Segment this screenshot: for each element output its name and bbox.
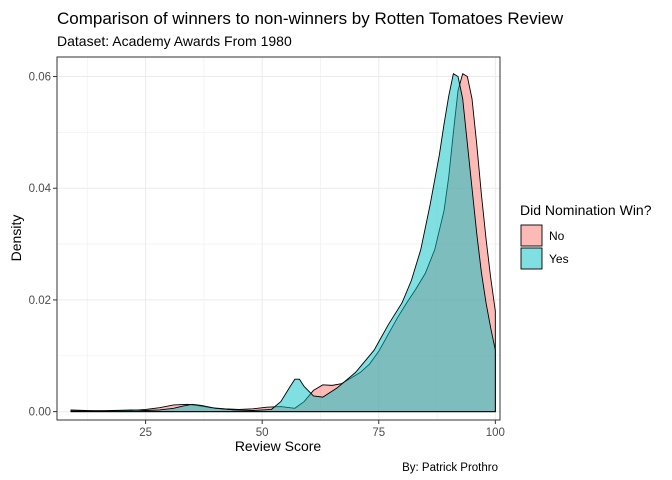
plot-border: [56, 56, 501, 421]
x-tick-label: 25: [139, 427, 152, 439]
x-tick-label: 75: [372, 427, 385, 439]
y-tick-label: 0.06: [29, 72, 51, 84]
y-tick-label: 0.04: [29, 183, 52, 195]
legend-title: Did Nomination Win?: [520, 202, 652, 218]
legend: Did Nomination Win? No Yes: [520, 202, 652, 270]
density-areas: [70, 73, 496, 413]
chart-caption: By: Patrick Prothro: [402, 462, 498, 474]
legend-key-no: [520, 224, 543, 247]
chart-title: Comparison of winners to non-winners by …: [57, 9, 564, 28]
legend-label-no: No: [549, 229, 565, 243]
density-area-yes: [70, 73, 496, 413]
x-tick-label: 50: [256, 427, 269, 439]
legend-label-yes: Yes: [549, 252, 569, 266]
x-axis-title: Review Score: [235, 438, 322, 454]
x-tick-label: 100: [486, 427, 505, 439]
chart-subtitle: Dataset: Academy Awards From 1980: [57, 33, 292, 49]
y-tick-label: 0.02: [29, 295, 51, 307]
y-axis-title: Density: [8, 215, 24, 262]
legend-key-yes: [520, 247, 543, 270]
y-tick-label: 0.00: [29, 407, 51, 419]
y-axis: 0.00 0.02 0.04 0.06: [29, 72, 57, 419]
plot-panel: [56, 56, 501, 421]
x-axis: 25 50 75 100: [139, 420, 505, 439]
